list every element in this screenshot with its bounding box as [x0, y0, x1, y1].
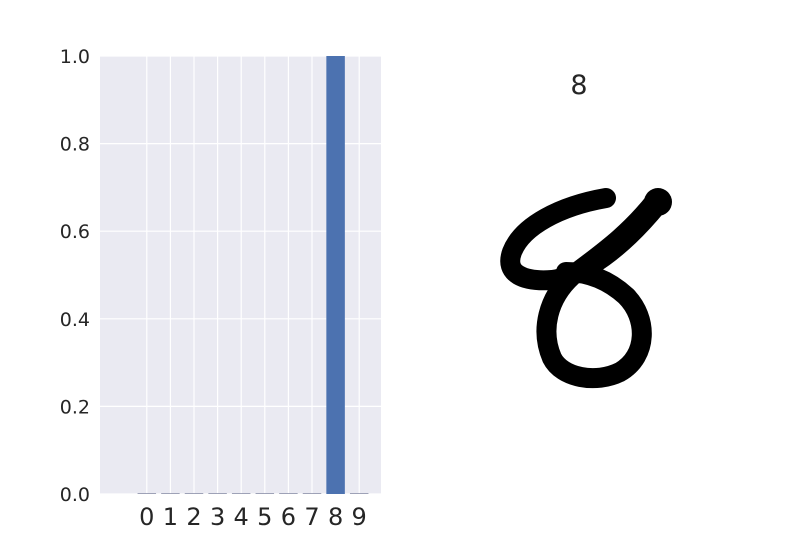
x-tick-label: 3: [210, 503, 225, 531]
y-tick-labels: 0.0 0.2 0.4 0.6 0.8 1.0: [60, 46, 90, 506]
y-tick-label: 0.0: [60, 484, 90, 506]
digit-image-panel: 8: [500, 70, 672, 389]
x-tick-label: 5: [257, 503, 272, 531]
bar-7: [302, 493, 322, 494]
digit-title: 8: [570, 70, 587, 101]
bar-2: [184, 493, 204, 494]
bar-1: [161, 493, 180, 494]
x-tick-label: 9: [352, 503, 367, 531]
x-tick-label: 8: [328, 503, 343, 531]
x-tick-label: 2: [186, 503, 201, 531]
x-tick-label: 7: [304, 503, 319, 531]
y-tick-label: 0.2: [60, 396, 90, 418]
x-tick-label: 6: [281, 503, 296, 531]
bar-6: [279, 493, 298, 494]
y-tick-label: 0.4: [60, 309, 90, 331]
bar-3: [208, 493, 227, 494]
handwritten-digit-image: [500, 188, 672, 389]
bar-5: [255, 493, 275, 494]
y-tick-label: 1.0: [60, 46, 90, 68]
bar-8: [326, 56, 345, 494]
x-tick-label: 1: [163, 503, 178, 531]
y-tick-label: 0.6: [60, 221, 90, 243]
y-tick-label: 0.8: [60, 134, 90, 156]
bars: [137, 56, 369, 494]
x-tick-label: 4: [234, 503, 249, 531]
bar-4: [231, 493, 251, 494]
x-tick-label: 0: [139, 503, 154, 531]
bar-9: [349, 493, 369, 494]
bar-0: [137, 493, 157, 494]
